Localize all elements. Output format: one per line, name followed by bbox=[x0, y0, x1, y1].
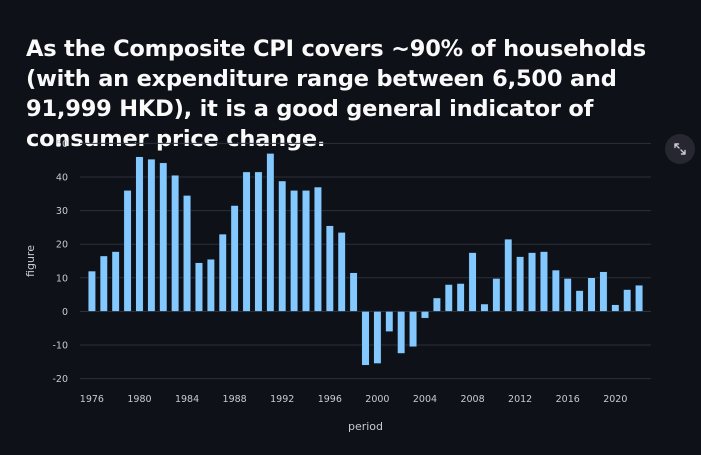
x-tick-label: 2020 bbox=[603, 394, 627, 405]
bar[interactable] bbox=[278, 180, 287, 312]
bar[interactable] bbox=[195, 262, 203, 312]
x-tick-label: 2000 bbox=[365, 394, 389, 405]
bar[interactable] bbox=[587, 277, 596, 312]
bar[interactable] bbox=[337, 232, 346, 312]
x-tick-label: 1984 bbox=[175, 394, 199, 405]
fullscreen-button[interactable] bbox=[665, 134, 695, 164]
bar[interactable] bbox=[230, 205, 239, 312]
bar[interactable] bbox=[432, 297, 441, 312]
bar[interactable] bbox=[302, 190, 310, 312]
bar[interactable] bbox=[99, 255, 108, 312]
bar[interactable] bbox=[171, 175, 180, 312]
bar[interactable] bbox=[551, 269, 560, 312]
bar[interactable] bbox=[135, 156, 144, 312]
bar[interactable] bbox=[349, 272, 358, 312]
bar[interactable] bbox=[409, 311, 417, 347]
bar[interactable] bbox=[254, 171, 263, 312]
bar[interactable] bbox=[266, 153, 275, 312]
x-tick-label: 2008 bbox=[460, 394, 484, 405]
y-tick-label: 30 bbox=[56, 206, 68, 217]
bar[interactable] bbox=[421, 311, 429, 319]
bar[interactable] bbox=[385, 311, 394, 332]
bar[interactable] bbox=[599, 271, 608, 312]
x-tick-label: 1980 bbox=[127, 394, 151, 405]
bar[interactable] bbox=[373, 311, 382, 364]
bar[interactable] bbox=[88, 270, 96, 312]
bar[interactable] bbox=[528, 252, 536, 312]
x-tick-label: 2012 bbox=[508, 394, 532, 405]
y-tick-label: -10 bbox=[52, 341, 68, 352]
x-tick-label: 1988 bbox=[223, 394, 247, 405]
bar[interactable] bbox=[183, 195, 191, 312]
y-axis-ticks: -20 -10 0 10 20 30 40 50 bbox=[52, 139, 68, 385]
y-tick-label: 10 bbox=[56, 273, 68, 284]
page-title: As the Composite CPI covers ~90% of hous… bbox=[26, 36, 646, 152]
bar[interactable] bbox=[623, 289, 632, 312]
bar[interactable] bbox=[540, 251, 548, 312]
bar[interactable] bbox=[325, 225, 334, 312]
y-tick-label: 20 bbox=[56, 240, 68, 251]
bar[interactable] bbox=[468, 252, 477, 312]
bar[interactable] bbox=[456, 283, 465, 312]
bar[interactable] bbox=[206, 259, 215, 312]
y-tick-label: -20 bbox=[52, 374, 68, 385]
bars bbox=[88, 153, 643, 366]
bar[interactable] bbox=[218, 233, 227, 312]
bar[interactable] bbox=[480, 303, 489, 312]
bar[interactable] bbox=[575, 290, 584, 312]
bar[interactable] bbox=[123, 190, 132, 312]
bar[interactable] bbox=[504, 238, 513, 312]
y-tick-label: 50 bbox=[56, 139, 68, 150]
x-axis-ticks: 1976 1980 1984 1988 1992 1996 2000 2004 2008 2012… bbox=[80, 394, 628, 405]
bar[interactable] bbox=[111, 251, 120, 312]
bar[interactable] bbox=[159, 162, 168, 312]
x-tick-label: 2004 bbox=[413, 394, 437, 405]
expand-arrows-icon bbox=[674, 143, 686, 155]
x-tick-label: 1996 bbox=[318, 394, 342, 405]
y-axis-title: figure bbox=[24, 245, 37, 277]
bar[interactable] bbox=[444, 284, 453, 312]
bar[interactable] bbox=[611, 304, 620, 312]
bar[interactable] bbox=[361, 311, 370, 366]
x-axis-title: period bbox=[348, 420, 383, 433]
x-tick-label: 1976 bbox=[80, 394, 104, 405]
bar[interactable] bbox=[516, 256, 525, 312]
bar[interactable] bbox=[397, 311, 406, 354]
y-tick-label: 40 bbox=[56, 172, 68, 183]
bar[interactable] bbox=[635, 285, 643, 312]
bar[interactable] bbox=[290, 190, 299, 312]
y-tick-label: 0 bbox=[62, 307, 68, 318]
bar[interactable] bbox=[242, 171, 251, 312]
bar[interactable] bbox=[563, 278, 572, 312]
x-tick-label: 1992 bbox=[270, 394, 294, 405]
bar[interactable] bbox=[147, 158, 156, 312]
bar[interactable] bbox=[314, 186, 322, 312]
bar[interactable] bbox=[492, 278, 501, 312]
x-tick-label: 2016 bbox=[556, 394, 580, 405]
